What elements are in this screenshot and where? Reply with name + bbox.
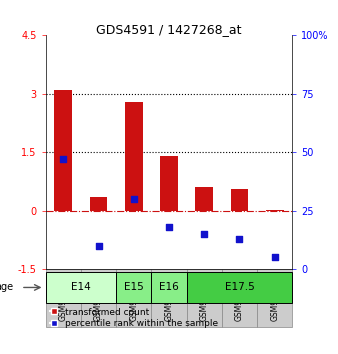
- Bar: [54, 90, 72, 211]
- Point: [237, 236, 242, 241]
- Point: [96, 243, 101, 249]
- Text: E15: E15: [124, 282, 144, 292]
- Text: GSM936402: GSM936402: [165, 275, 173, 321]
- Bar: [160, 156, 178, 211]
- Text: E16: E16: [159, 282, 179, 292]
- Text: GSM936404: GSM936404: [94, 275, 103, 321]
- Text: age: age: [0, 282, 14, 292]
- Bar: [187, 272, 292, 303]
- Text: GDS4591 / 1427268_at: GDS4591 / 1427268_at: [96, 23, 242, 36]
- Legend: transformed count, percentile rank within the sample: transformed count, percentile rank withi…: [50, 308, 218, 329]
- Bar: [90, 197, 107, 211]
- Text: GSM936406: GSM936406: [270, 275, 279, 321]
- Text: E17.5: E17.5: [225, 282, 255, 292]
- Text: GSM936405: GSM936405: [129, 275, 138, 321]
- Point: [131, 196, 137, 202]
- Bar: [116, 269, 151, 327]
- Bar: [81, 269, 116, 327]
- Text: GSM936401: GSM936401: [235, 275, 244, 321]
- Bar: [266, 210, 284, 211]
- Bar: [116, 272, 151, 303]
- Text: E14: E14: [71, 282, 91, 292]
- Point: [61, 156, 66, 162]
- Text: GSM936400: GSM936400: [200, 275, 209, 321]
- Bar: [222, 269, 257, 327]
- Point: [272, 255, 277, 260]
- Bar: [187, 269, 222, 327]
- Bar: [46, 269, 81, 327]
- Bar: [257, 269, 292, 327]
- Bar: [151, 272, 187, 303]
- Bar: [151, 269, 187, 327]
- Point: [166, 224, 172, 230]
- Bar: [231, 189, 248, 211]
- Bar: [195, 187, 213, 211]
- Point: [201, 231, 207, 237]
- Bar: [46, 272, 116, 303]
- Text: GSM936403: GSM936403: [59, 275, 68, 321]
- Bar: [125, 102, 143, 211]
